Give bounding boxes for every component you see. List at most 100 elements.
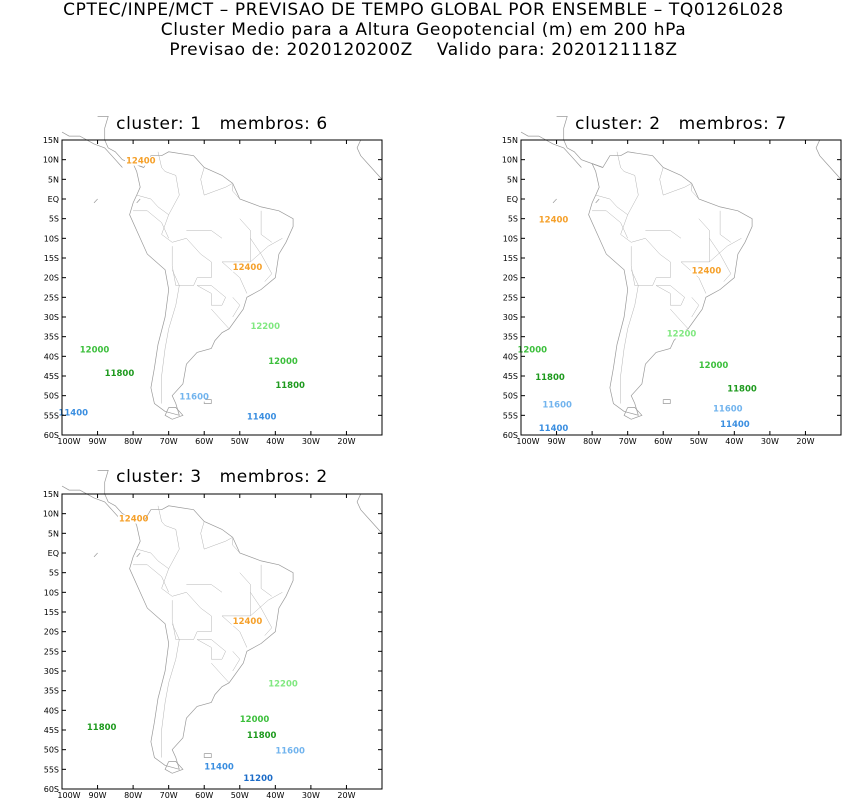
contour-line xyxy=(62,415,382,419)
lon-tick-label: 100W xyxy=(516,437,539,446)
geopotential-contours xyxy=(62,156,382,420)
lat-tick-label: 10S xyxy=(503,234,518,243)
contour-line xyxy=(62,400,382,408)
contour-label: 11400 xyxy=(247,412,277,422)
contour-label: 12400 xyxy=(126,157,156,167)
lat-tick-label: 30S xyxy=(44,667,59,676)
lat-tick-label: 15S xyxy=(44,608,59,617)
lon-tick-label: 60W xyxy=(195,437,213,446)
lat-tick-label: 10N xyxy=(43,156,59,165)
contour-label: 11800 xyxy=(247,731,277,741)
contour-line xyxy=(521,376,841,392)
contour-label: 11800 xyxy=(727,385,757,395)
panel-title-cluster-2: cluster: 2 membros: 7 xyxy=(575,114,787,134)
contour-label: 12000 xyxy=(517,345,547,355)
lon-tick-label: 80W xyxy=(583,437,601,446)
lat-tick-label: 50S xyxy=(44,746,59,755)
lon-tick-label: 40W xyxy=(266,791,284,800)
map-frame xyxy=(61,139,383,436)
lon-tick-label: 100W xyxy=(57,791,80,800)
lat-tick-label: 10N xyxy=(502,156,518,165)
lon-tick-label: 80W xyxy=(124,437,142,446)
lat-tick-label: 25S xyxy=(44,293,59,302)
lon-tick-label: 50W xyxy=(231,437,249,446)
lat-tick-label: 25S xyxy=(44,647,59,656)
lon-tick-label: 20W xyxy=(337,437,355,446)
contour-label: 12400 xyxy=(539,216,569,226)
lon-tick-label: 80W xyxy=(124,791,142,800)
contour-label: 12400 xyxy=(233,263,263,273)
contour-label: 11400 xyxy=(58,408,88,418)
lon-tick-label: 70W xyxy=(619,437,637,446)
lat-tick-label: 55S xyxy=(44,411,59,420)
contour-label: 12200 xyxy=(250,322,280,332)
lat-tick-label: 50S xyxy=(503,392,518,401)
lon-tick-label: 60W xyxy=(195,791,213,800)
lon-tick-label: 70W xyxy=(160,791,178,800)
lon-tick-label: 50W xyxy=(231,791,249,800)
contour-line xyxy=(521,352,841,368)
geopotential-contours xyxy=(62,502,382,789)
lon-tick-label: 100W xyxy=(57,437,80,446)
contour-line xyxy=(62,750,382,758)
lat-tick-label: 5N xyxy=(48,175,59,184)
lon-tick-label: 40W xyxy=(725,437,743,446)
contour-label: 11400 xyxy=(204,762,234,772)
lon-tick-label: 30W xyxy=(302,791,320,800)
lat-tick-label: EQ xyxy=(48,549,59,558)
contour-label: 12000 xyxy=(240,715,270,725)
panel-title-cluster-3: cluster: 3 membros: 2 xyxy=(116,467,328,487)
contour-label: 11600 xyxy=(542,400,572,410)
lat-tick-label: 15S xyxy=(44,254,59,263)
lat-tick-label: 15N xyxy=(502,136,518,145)
lat-tick-label: 20S xyxy=(44,274,59,283)
country-borders xyxy=(133,505,283,758)
lat-tick-label: 25S xyxy=(503,293,518,302)
lat-tick-label: 60S xyxy=(44,785,59,794)
lat-tick-label: 30S xyxy=(503,313,518,322)
land-outline xyxy=(61,116,383,420)
lat-tick-label: 10N xyxy=(43,510,59,519)
lat-tick-label: 10S xyxy=(44,588,59,597)
lat-tick-label: 5S xyxy=(49,569,59,578)
lat-tick-label: 50S xyxy=(44,392,59,401)
lon-tick-label: 20W xyxy=(796,437,814,446)
header-dates: Previsao de: 2020120200Z Valido para: 20… xyxy=(169,40,678,60)
lat-tick-label: 35S xyxy=(44,687,59,696)
contour-label: 12400 xyxy=(692,267,722,277)
contour-label: 11600 xyxy=(275,747,305,757)
contour-line xyxy=(62,777,382,789)
header-subtitle: Cluster Medio para a Altura Geopotencial… xyxy=(160,20,687,40)
country-borders xyxy=(133,151,283,404)
contour-label: 12000 xyxy=(699,361,729,371)
contour-label: 11800 xyxy=(275,381,305,391)
lat-tick-label: 45S xyxy=(503,372,518,381)
contour-label: 11200 xyxy=(243,774,273,784)
contour-label: 11600 xyxy=(713,404,743,414)
contour-label: 12400 xyxy=(233,617,263,627)
lat-tick-label: 45S xyxy=(44,726,59,735)
lat-tick-label: 35S xyxy=(503,333,518,342)
lon-tick-label: 30W xyxy=(761,437,779,446)
contour-line xyxy=(62,671,382,687)
contour-label: 12200 xyxy=(268,680,298,690)
lat-tick-label: 5N xyxy=(48,529,59,538)
contour-label: 12000 xyxy=(80,345,110,355)
lat-tick-label: 10S xyxy=(44,234,59,243)
contour-label: 11800 xyxy=(535,373,565,383)
lon-tick-label: 70W xyxy=(160,437,178,446)
contour-line xyxy=(87,156,240,282)
contour-label: 12200 xyxy=(667,330,697,340)
lat-tick-label: 5S xyxy=(49,215,59,224)
lat-tick-label: 55S xyxy=(44,765,59,774)
lat-tick-label: 60S xyxy=(44,431,59,440)
lat-tick-label: 40S xyxy=(503,352,518,361)
lat-tick-label: EQ xyxy=(48,195,59,204)
geopotential-contours xyxy=(521,140,841,431)
lat-tick-label: 55S xyxy=(503,411,518,420)
panel-title-cluster-1: cluster: 1 membros: 6 xyxy=(116,114,328,134)
map-frame xyxy=(520,139,842,436)
lon-tick-label: 60W xyxy=(654,437,672,446)
lat-tick-label: EQ xyxy=(507,195,518,204)
contour-line xyxy=(62,317,382,329)
